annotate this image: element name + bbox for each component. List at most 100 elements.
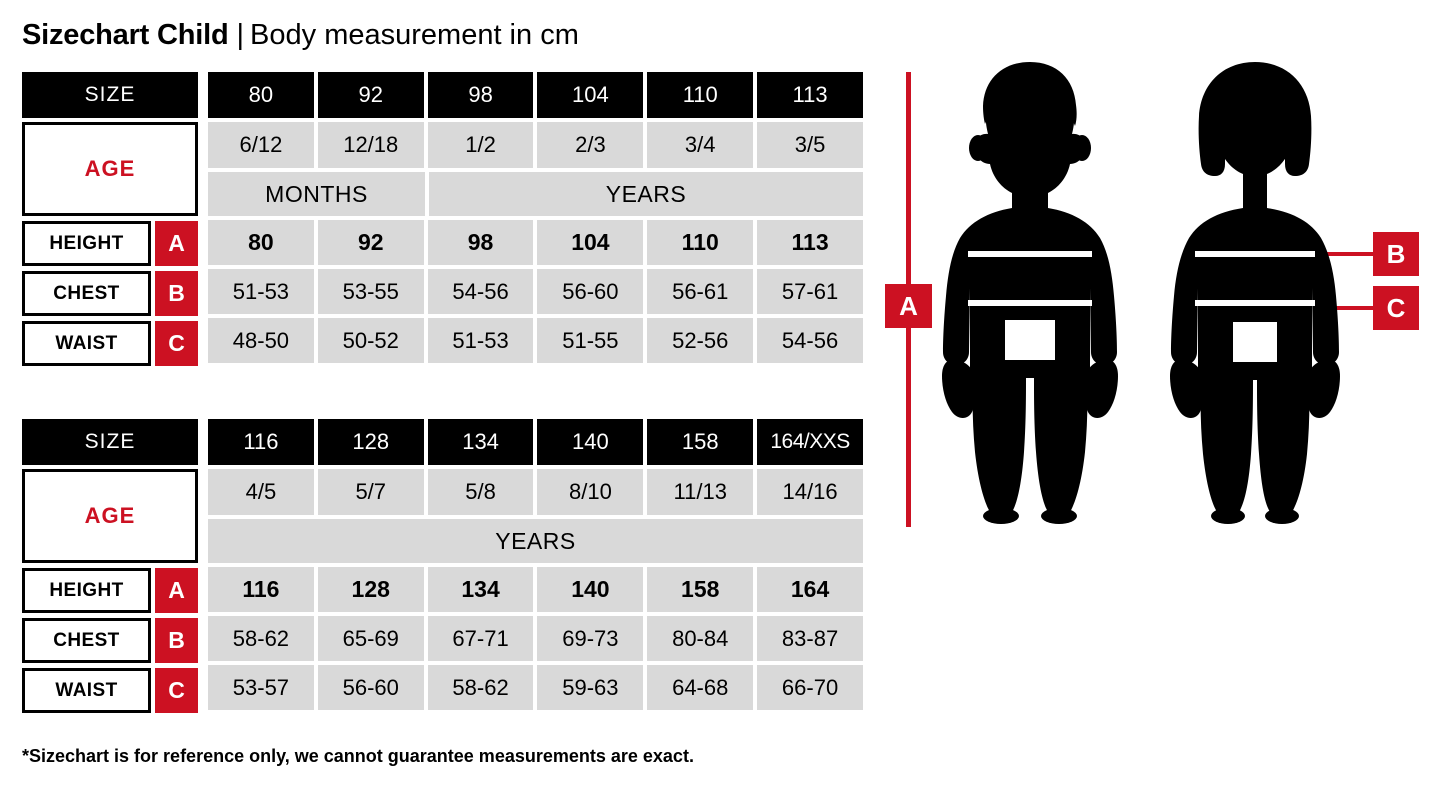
table-cell: 116	[208, 419, 314, 465]
table-cell: 67-71	[427, 616, 534, 661]
table-cell: 54-56	[757, 318, 863, 363]
table-cell: 65-69	[317, 616, 424, 661]
table-span-cell: YEARS	[429, 172, 863, 216]
table-cell: 69-73	[537, 616, 644, 661]
page-title-main: Sizechart Child	[22, 19, 229, 51]
table-cell: 164/XXS	[757, 419, 863, 465]
table-cell: 5/7	[317, 469, 424, 515]
table-cell: 110	[647, 220, 754, 265]
waist-leader-line	[1322, 306, 1374, 310]
table-cell: 116	[208, 567, 314, 612]
table-2-height-row: 116 128 134 140 158 164	[208, 567, 863, 612]
table-cell: 56-60	[537, 269, 644, 314]
table-cell: 52-56	[647, 318, 754, 363]
table-2-waist-row: 53-57 56-60 58-62 59-63 64-68 66-70	[208, 665, 863, 710]
boy-silhouette-icon	[942, 62, 1118, 524]
table-2-height-badge: A	[155, 568, 198, 613]
table-cell: 8/10	[537, 469, 644, 515]
table-span-cell: MONTHS	[208, 172, 425, 216]
table-cell: 4/5	[208, 469, 314, 515]
table-2-chest-row-label: CHEST B	[22, 618, 198, 663]
table-cell: 66-70	[757, 665, 863, 710]
table-2-size-row: 116 128 134 140 158 164/XXS	[208, 419, 863, 465]
table-cell: 56-61	[647, 269, 754, 314]
table-1-age-row: 6/12 12/18 1/2 2/3 3/4 3/5	[208, 122, 863, 168]
sizechart-table-2: SIZE AGE HEIGHT A CHEST B WAIST C 116 128…	[22, 419, 863, 713]
table-cell: 98	[427, 220, 534, 265]
table-2-chest-label: CHEST	[22, 618, 151, 663]
waist-callout-badge: C	[1373, 286, 1419, 330]
table-cell: 128	[317, 419, 424, 465]
table-cell: 98	[427, 72, 534, 118]
table-2-age-unit-row: YEARS	[208, 519, 863, 563]
table-cell: 134	[427, 567, 534, 612]
table-cell: 48-50	[208, 318, 314, 363]
height-callout-badge: A	[885, 284, 932, 328]
table-cell: 57-61	[757, 269, 863, 314]
table-cell: 54-56	[427, 269, 534, 314]
table-2-age-row: 4/5 5/7 5/8 8/10 11/13 14/16	[208, 469, 863, 515]
table-cell: 50-52	[317, 318, 424, 363]
table-cell: 5/8	[427, 469, 534, 515]
table-1-label-column: SIZE AGE HEIGHT A CHEST B WAIST C	[22, 72, 198, 366]
table-cell: 134	[427, 419, 534, 465]
table-1-waist-label: WAIST	[22, 321, 151, 366]
table-2-data-columns: 116 128 134 140 158 164/XXS 4/5 5/7 5/8 8/10 11/1…	[208, 419, 863, 710]
table-cell: 3/4	[647, 122, 754, 168]
table-1-height-badge: A	[155, 221, 198, 266]
table-cell: 2/3	[537, 122, 644, 168]
table-cell: 14/16	[757, 469, 863, 515]
table-cell: 164	[757, 567, 863, 612]
table-2-height-label: HEIGHT	[22, 568, 151, 613]
table-1-waist-row: 48-50 50-52 51-53 51-55 52-56 54-56	[208, 318, 863, 363]
table-cell: 80	[208, 72, 314, 118]
table-span-cell: YEARS	[208, 519, 863, 563]
table-2-waist-label: WAIST	[22, 668, 151, 713]
table-2-waist-badge: C	[155, 668, 198, 713]
table-cell: 92	[317, 220, 424, 265]
table-1-waist-row-label: WAIST C	[22, 321, 198, 366]
table-cell: 113	[757, 72, 863, 118]
page-title-separator: |	[236, 19, 245, 51]
table-cell: 53-57	[208, 665, 314, 710]
table-2-waist-row-label: WAIST C	[22, 668, 198, 713]
page-title-subtitle: Body measurement in cm	[250, 19, 579, 51]
table-cell: 51-55	[537, 318, 644, 363]
page-title: Sizechart Child | Body measurement in cm	[22, 18, 579, 52]
table-1-waist-badge: C	[155, 321, 198, 366]
table-cell: 11/13	[647, 469, 754, 515]
table-cell: 80-84	[647, 616, 754, 661]
table-cell: 104	[537, 72, 644, 118]
table-cell: 51-53	[427, 318, 534, 363]
table-cell: 104	[537, 220, 644, 265]
table-cell: 80	[208, 220, 314, 265]
table-1-height-row-label: HEIGHT A	[22, 221, 198, 266]
table-cell: 58-62	[427, 665, 534, 710]
chest-leader-line	[1322, 252, 1374, 256]
table-cell: 53-55	[317, 269, 424, 314]
table-cell: 158	[647, 419, 754, 465]
table-cell: 158	[647, 567, 754, 612]
table-1-height-row: 80 92 98 104 110 113	[208, 220, 863, 265]
table-cell: 140	[537, 419, 644, 465]
table-2-label-column: SIZE AGE HEIGHT A CHEST B WAIST C	[22, 419, 198, 713]
table-1-age-unit-row: MONTHS YEARS	[208, 172, 863, 216]
table-cell: 83-87	[757, 616, 863, 661]
table-1-data-columns: 80 92 98 104 110 113 6/12 12/18 1/2 2/3 3/4 3/5 MO…	[208, 72, 863, 363]
table-1-age-label: AGE	[22, 122, 198, 216]
sizechart-table-1: SIZE AGE HEIGHT A CHEST B WAIST C 80 92 98…	[22, 72, 863, 366]
chest-callout-badge: B	[1373, 232, 1419, 276]
table-2-height-row-label: HEIGHT A	[22, 568, 198, 613]
table-1-chest-row: 51-53 53-55 54-56 56-60 56-61 57-61	[208, 269, 863, 314]
table-cell: 12/18	[317, 122, 424, 168]
table-1-chest-label: CHEST	[22, 271, 151, 316]
table-cell: 110	[647, 72, 754, 118]
table-2-age-label: AGE	[22, 469, 198, 563]
table-cell: 140	[537, 567, 644, 612]
footnote-text: *Sizechart is for reference only, we can…	[22, 746, 694, 766]
table-1-size-row: 80 92 98 104 110 113	[208, 72, 863, 118]
table-cell: 51-53	[208, 269, 314, 314]
table-cell: 92	[317, 72, 424, 118]
table-cell: 1/2	[427, 122, 534, 168]
